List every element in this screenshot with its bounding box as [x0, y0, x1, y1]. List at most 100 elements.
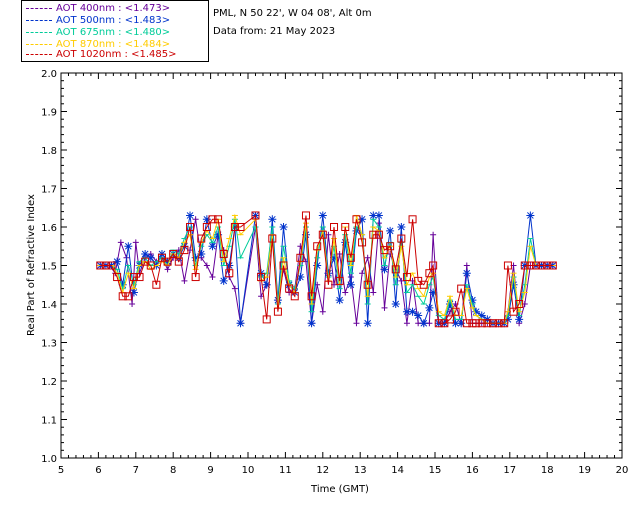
data-point	[135, 273, 144, 282]
data-point	[462, 319, 471, 328]
x-tick-label: 14	[391, 465, 404, 476]
data-point	[251, 211, 260, 220]
data-point	[503, 261, 512, 270]
x-tick-label: 7	[133, 465, 139, 476]
legend-item-675nm: AOT 675nm : <1.480>	[26, 27, 170, 39]
data-point	[457, 284, 466, 293]
data-point	[296, 273, 305, 282]
data-point	[369, 211, 378, 220]
data-point	[330, 223, 339, 231]
data-point	[500, 319, 509, 328]
data-point	[186, 223, 195, 231]
legend-swatch	[26, 19, 52, 21]
data-point	[214, 215, 223, 224]
x-tick-label: 11	[279, 465, 292, 476]
date-info: Data from: 21 May 2023	[213, 26, 336, 37]
data-point	[164, 266, 171, 273]
data-point	[425, 303, 434, 312]
data-point	[225, 261, 234, 270]
data-point	[186, 211, 195, 220]
data-point	[152, 280, 161, 289]
data-point	[408, 307, 417, 316]
data-point	[313, 261, 322, 270]
data-point	[341, 238, 350, 247]
data-point	[359, 270, 366, 277]
data-point	[472, 307, 481, 316]
y-tick-label: 1.2	[41, 377, 57, 388]
data-point	[402, 307, 411, 316]
data-point	[146, 261, 155, 270]
data-point	[262, 280, 271, 289]
legend-swatch	[26, 53, 52, 55]
y-tick-label: 2.0	[41, 69, 57, 80]
data-point	[231, 285, 238, 292]
data-point	[208, 215, 217, 224]
x-tick-label: 10	[242, 465, 255, 476]
legend-swatch	[26, 31, 52, 33]
data-point	[463, 262, 470, 269]
data-point	[191, 253, 200, 262]
data-point	[129, 273, 138, 282]
data-point	[451, 319, 460, 328]
data-point	[483, 319, 492, 328]
data-point	[214, 230, 223, 239]
data-point	[386, 226, 395, 235]
series-layer	[96, 211, 557, 328]
legend-label: AOT 675nm : <1.480>	[56, 27, 171, 38]
legend-item-500nm: AOT 500nm : <1.483>	[26, 15, 170, 27]
data-point	[268, 234, 277, 243]
data-point	[515, 300, 524, 308]
y-tick-label: 1.1	[41, 416, 57, 427]
data-point	[236, 223, 245, 231]
data-point	[363, 319, 372, 328]
data-point	[445, 300, 454, 308]
legend-swatch	[26, 7, 52, 9]
data-point	[197, 234, 206, 243]
data-point	[118, 292, 127, 301]
data-point	[363, 280, 372, 289]
data-point	[526, 211, 535, 220]
data-point	[515, 315, 524, 324]
data-point	[107, 261, 116, 270]
data-point	[285, 284, 294, 293]
y-tick-label: 1.8	[41, 146, 57, 157]
series-4	[96, 211, 557, 328]
data-point	[319, 308, 326, 315]
data-point	[202, 223, 211, 231]
data-point	[403, 320, 410, 327]
data-point	[174, 257, 183, 266]
data-point	[132, 239, 139, 246]
data-point	[141, 249, 150, 258]
data-point	[129, 288, 138, 297]
legend-item-870nm: AOT 870nm : <1.484>	[26, 39, 170, 51]
data-point	[451, 307, 460, 316]
data-point	[318, 211, 327, 220]
data-point	[307, 292, 316, 301]
data-point	[113, 257, 122, 266]
data-point	[313, 242, 322, 251]
data-point	[526, 261, 535, 270]
data-point	[429, 261, 438, 270]
data-point	[324, 280, 333, 289]
data-point	[181, 277, 188, 284]
data-point	[391, 300, 400, 308]
legend-label: AOT 500nm : <1.483>	[56, 15, 171, 26]
data-point	[301, 230, 310, 239]
data-point	[509, 307, 518, 316]
x-tick-label: 20	[616, 465, 629, 476]
data-point	[468, 296, 477, 305]
data-point	[296, 253, 305, 262]
data-point	[494, 319, 503, 328]
data-point	[113, 273, 122, 282]
y-tick-label: 1.9	[41, 108, 57, 119]
y-tick-label: 1.5	[41, 262, 57, 273]
data-point	[346, 253, 355, 262]
x-tick-label: 19	[578, 465, 591, 476]
data-point	[257, 273, 266, 282]
y-tick-label: 1.3	[41, 339, 57, 350]
data-point	[203, 262, 210, 269]
data-point	[386, 242, 395, 251]
data-point	[430, 231, 437, 238]
x-tick-label: 5	[58, 465, 64, 476]
data-point	[307, 319, 316, 328]
